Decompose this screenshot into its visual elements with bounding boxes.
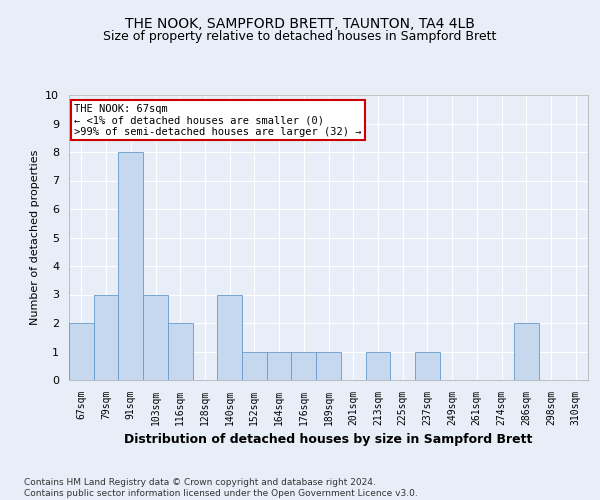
Bar (143, 294, 168, 380)
Bar (69, 323, 94, 380)
Bar (365, 352, 390, 380)
Text: THE NOOK, SAMPFORD BRETT, TAUNTON, TA4 4LB: THE NOOK, SAMPFORD BRETT, TAUNTON, TA4 4… (125, 18, 475, 32)
Text: THE NOOK: 67sqm
← <1% of detached houses are smaller (0)
>99% of semi-detached h: THE NOOK: 67sqm ← <1% of detached houses… (74, 104, 362, 137)
X-axis label: Distribution of detached houses by size in Sampford Brett: Distribution of detached houses by size … (124, 434, 533, 446)
Bar (242, 352, 267, 380)
Bar (292, 352, 316, 380)
Bar (118, 152, 143, 380)
Text: Contains HM Land Registry data © Crown copyright and database right 2024.
Contai: Contains HM Land Registry data © Crown c… (24, 478, 418, 498)
Bar (217, 294, 242, 380)
Bar (168, 323, 193, 380)
Y-axis label: Number of detached properties: Number of detached properties (30, 150, 40, 325)
Bar (267, 352, 292, 380)
Bar (94, 294, 118, 380)
Bar (514, 323, 539, 380)
Bar (415, 352, 440, 380)
Text: Size of property relative to detached houses in Sampford Brett: Size of property relative to detached ho… (103, 30, 497, 43)
Bar (316, 352, 341, 380)
